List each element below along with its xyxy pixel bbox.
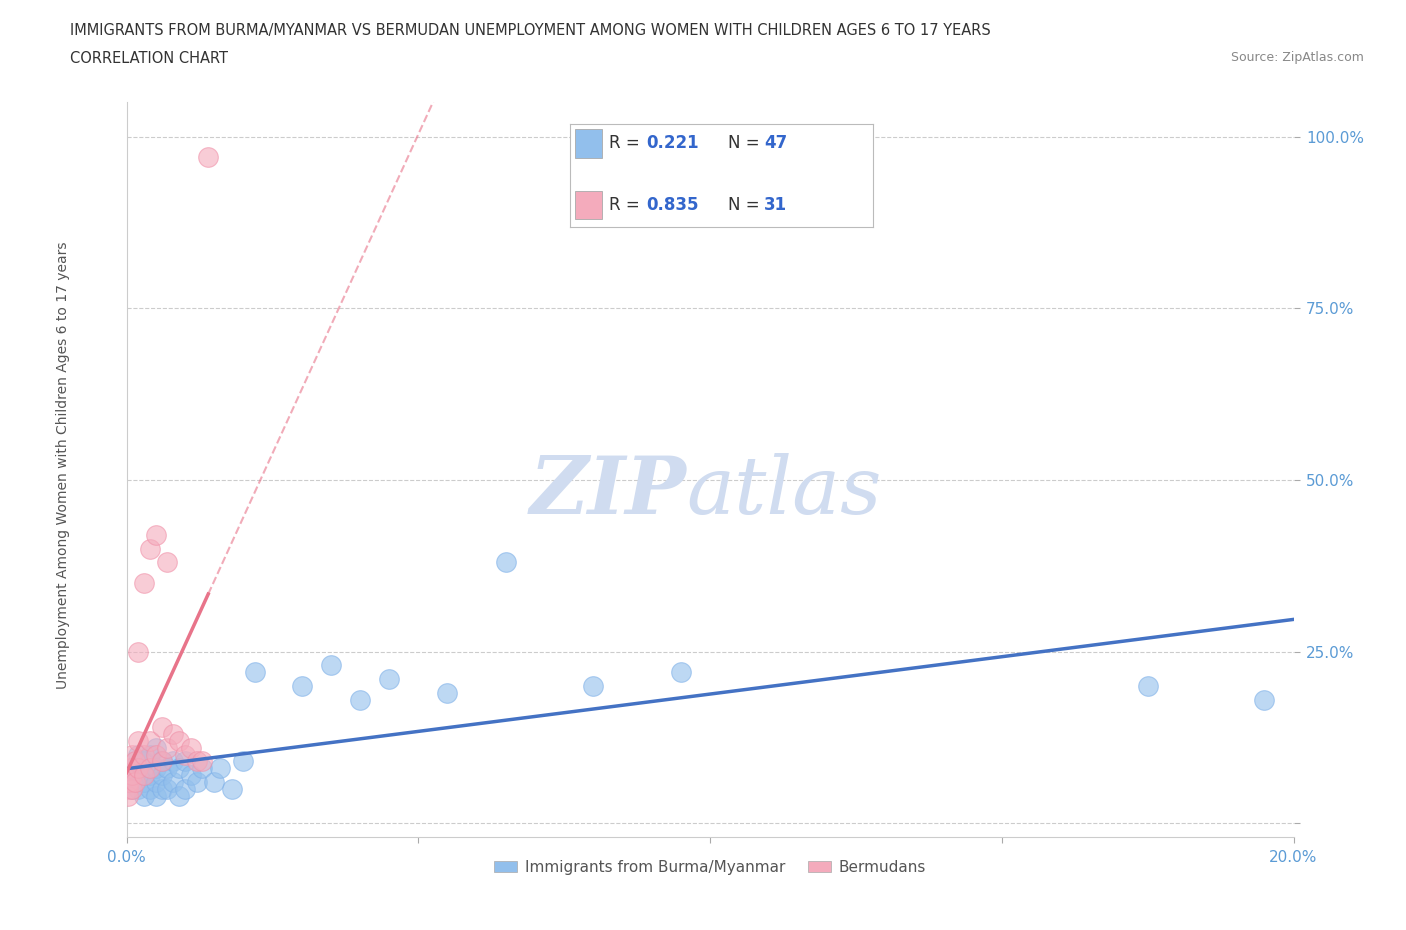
Point xyxy=(145,527,167,542)
Point xyxy=(162,726,184,741)
Point xyxy=(436,685,458,700)
Point xyxy=(124,775,146,790)
Point xyxy=(150,754,173,769)
Text: ZIP: ZIP xyxy=(530,453,686,530)
Point xyxy=(180,740,202,755)
Point xyxy=(150,768,173,783)
Point xyxy=(162,754,184,769)
Point xyxy=(127,781,149,796)
Point xyxy=(208,761,231,776)
Point xyxy=(174,747,197,762)
Text: Unemployment Among Women with Children Ages 6 to 17 years: Unemployment Among Women with Children A… xyxy=(56,241,70,689)
Point xyxy=(186,775,208,790)
Point xyxy=(132,768,155,783)
Point xyxy=(132,789,155,804)
Point xyxy=(186,754,208,769)
Point xyxy=(167,761,190,776)
Point xyxy=(156,740,179,755)
Point xyxy=(290,679,312,694)
Point xyxy=(121,768,143,783)
Point xyxy=(378,671,401,686)
Point xyxy=(132,576,155,591)
Point xyxy=(167,734,190,749)
Text: Source: ZipAtlas.com: Source: ZipAtlas.com xyxy=(1230,51,1364,64)
Point xyxy=(132,775,155,790)
Legend: Immigrants from Burma/Myanmar, Bermudans: Immigrants from Burma/Myanmar, Bermudans xyxy=(488,854,932,881)
Point xyxy=(132,747,155,762)
Point xyxy=(139,781,162,796)
Point xyxy=(127,734,149,749)
Text: atlas: atlas xyxy=(686,453,882,530)
Point xyxy=(150,720,173,735)
Point xyxy=(121,747,143,762)
Point xyxy=(243,665,266,680)
Point xyxy=(156,781,179,796)
Point xyxy=(180,768,202,783)
Point xyxy=(495,555,517,570)
Point xyxy=(121,781,143,796)
Point xyxy=(145,789,167,804)
Point xyxy=(162,775,184,790)
Point xyxy=(145,775,167,790)
Point xyxy=(121,761,143,776)
Point xyxy=(582,679,605,694)
Point xyxy=(139,747,162,762)
Point xyxy=(156,761,179,776)
Point xyxy=(132,754,155,769)
Point xyxy=(145,747,167,762)
Point xyxy=(118,775,141,790)
Point xyxy=(1253,692,1275,707)
Text: CORRELATION CHART: CORRELATION CHART xyxy=(70,51,228,66)
Point xyxy=(139,734,162,749)
Point xyxy=(197,150,219,165)
Point xyxy=(150,754,173,769)
Point xyxy=(118,761,141,776)
Point xyxy=(139,768,162,783)
Point xyxy=(669,665,692,680)
Point xyxy=(124,754,146,769)
Point xyxy=(117,781,139,796)
Point xyxy=(117,789,139,804)
Point xyxy=(202,775,225,790)
Point xyxy=(127,747,149,762)
Point xyxy=(191,761,214,776)
Point xyxy=(139,541,162,556)
Point xyxy=(221,781,243,796)
Point xyxy=(150,781,173,796)
Point xyxy=(127,761,149,776)
Text: IMMIGRANTS FROM BURMA/MYANMAR VS BERMUDAN UNEMPLOYMENT AMONG WOMEN WITH CHILDREN: IMMIGRANTS FROM BURMA/MYANMAR VS BERMUDA… xyxy=(70,23,991,38)
Point xyxy=(132,768,155,783)
Point xyxy=(127,644,149,659)
Point xyxy=(139,761,162,776)
Point xyxy=(319,658,342,672)
Point xyxy=(1136,679,1159,694)
Point xyxy=(124,768,146,783)
Point xyxy=(145,761,167,776)
Point xyxy=(121,781,143,796)
Point xyxy=(349,692,371,707)
Point xyxy=(174,781,197,796)
Point xyxy=(232,754,254,769)
Point xyxy=(118,775,141,790)
Point xyxy=(156,555,179,570)
Point xyxy=(191,754,214,769)
Point xyxy=(167,789,190,804)
Point xyxy=(174,754,197,769)
Point xyxy=(145,740,167,755)
Point xyxy=(127,761,149,776)
